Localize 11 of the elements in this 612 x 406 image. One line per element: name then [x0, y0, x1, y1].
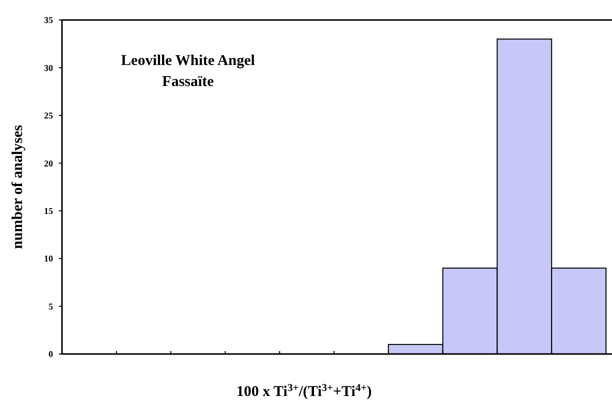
x-axis-title: 100 x Ti$^{3+}$/(Ti$^{3+}$+Ti$^{4+}$) [236, 382, 372, 400]
y-axis-title: number of analyses [10, 124, 26, 249]
y-tick-label: 20 [44, 158, 54, 168]
text: Leoville White Angel Fassaïte [121, 53, 255, 90]
y-tick-label: 5 [48, 301, 54, 312]
y-tick-label: 30 [44, 62, 54, 73]
y-tick-label: 0 [48, 349, 54, 360]
y-tick-label: 15 [44, 206, 54, 216]
y-tick-label: 10 [44, 254, 54, 264]
y-tick-label: 35 [44, 15, 54, 26]
y-tick-label: 25 [44, 110, 54, 121]
